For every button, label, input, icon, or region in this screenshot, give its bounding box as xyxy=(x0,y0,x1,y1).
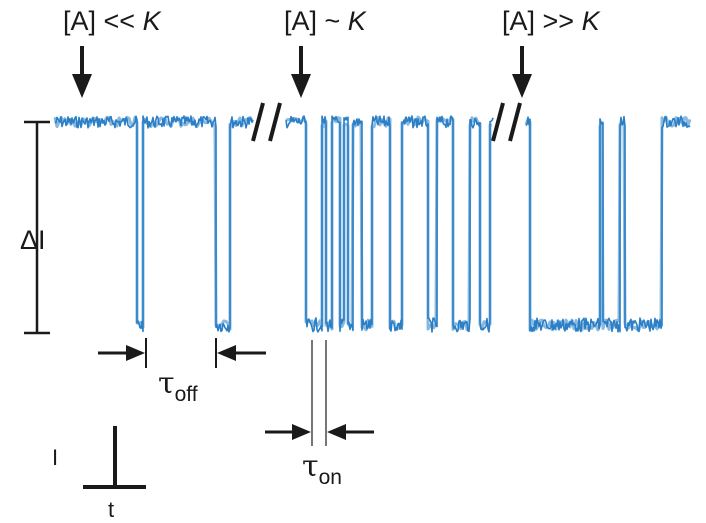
arrow-down-low xyxy=(72,46,92,98)
time-axis-label: t xyxy=(108,497,114,522)
trace-band-1 xyxy=(53,115,254,331)
trace-band-2 xyxy=(285,115,493,332)
scale-bar xyxy=(83,426,146,489)
axis-break-mid xyxy=(251,102,282,142)
trace-segment-3 xyxy=(525,115,691,333)
tau-on-marker xyxy=(265,340,374,446)
trace-segment-1 xyxy=(54,115,254,333)
regime-label-mid: [A] ~ K xyxy=(284,6,367,36)
current-trace xyxy=(53,115,692,333)
axis-break-high xyxy=(491,102,522,142)
arrow-down-high xyxy=(512,46,532,98)
delta-i-label: ΔI xyxy=(20,225,46,255)
current-axis-label: I xyxy=(52,445,58,470)
tau-off-marker xyxy=(98,338,266,368)
tau-on-label: τon xyxy=(302,449,342,489)
regime-label-high: [A] >> K xyxy=(502,6,601,36)
regime-label-low: [A] << K xyxy=(63,6,162,36)
delta-i-bracket xyxy=(24,120,50,335)
trace-band-3 xyxy=(524,115,692,332)
arrow-down-mid xyxy=(291,46,311,98)
tau-off-label: τoff xyxy=(158,366,198,406)
